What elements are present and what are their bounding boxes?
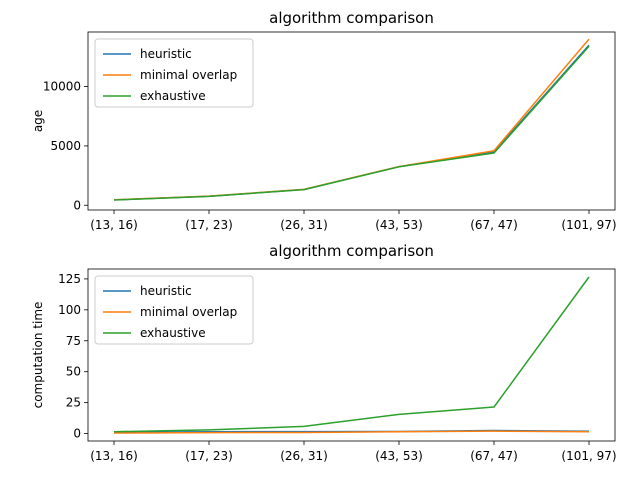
x-tick-label: (43, 53): [375, 218, 423, 232]
series-line-exhaustive: [113, 45, 590, 201]
x-tick-label: (17, 23): [185, 449, 233, 463]
chart-age: algorithm comparison (13, 16) (17, 23) (26,…: [31, 9, 617, 232]
x-tick-label: (67, 47): [470, 218, 518, 232]
y-tick-label: 125: [58, 272, 81, 286]
y-tick-label: 0: [73, 198, 81, 212]
x-tick-label: (43, 53): [375, 449, 423, 463]
x-tick-label: (26, 31): [280, 449, 328, 463]
x-tick-label: (67, 47): [470, 449, 518, 463]
axes-frame: [87, 31, 616, 211]
legend-label: minimal overlap: [140, 305, 237, 319]
x-tick-label: (13, 16): [90, 218, 138, 232]
legend-label: exhaustive: [140, 326, 206, 340]
axes-frame: [87, 268, 616, 442]
x-tick-label: (101, 97): [561, 218, 616, 232]
chart-title: algorithm comparison: [269, 242, 434, 260]
legend-label: heuristic: [140, 284, 192, 298]
y-tick-label: 25: [66, 396, 81, 410]
x-tick-label: (101, 97): [561, 449, 616, 463]
legend-label: heuristic: [140, 47, 192, 61]
y-tick-label: 75: [66, 334, 81, 348]
y-tick-label: 50: [66, 365, 81, 379]
series-line-exhaustive: [113, 276, 590, 433]
chart-computation-time: algorithm comparison (13, 16) (17, 23) (26,…: [31, 242, 617, 463]
y-tick-label: 0: [73, 427, 81, 441]
legend-label: exhaustive: [140, 89, 206, 103]
y-tick-label: 100: [58, 303, 81, 317]
y-axis-label: age: [31, 110, 45, 132]
x-tick-label: (17, 23): [185, 218, 233, 232]
legend-box: [94, 38, 254, 108]
x-tick-label: (26, 31): [280, 218, 328, 232]
legend-label: minimal overlap: [140, 68, 237, 82]
y-axis-label: computation time: [31, 302, 45, 409]
x-tick-label: (13, 16): [90, 449, 138, 463]
y-tick-label: 5000: [50, 139, 81, 153]
y-tick-label: 10000: [43, 80, 81, 94]
chart-title: algorithm comparison: [269, 9, 434, 27]
series-line-minimal-overlap: [113, 430, 590, 434]
legend-box: [94, 275, 254, 345]
